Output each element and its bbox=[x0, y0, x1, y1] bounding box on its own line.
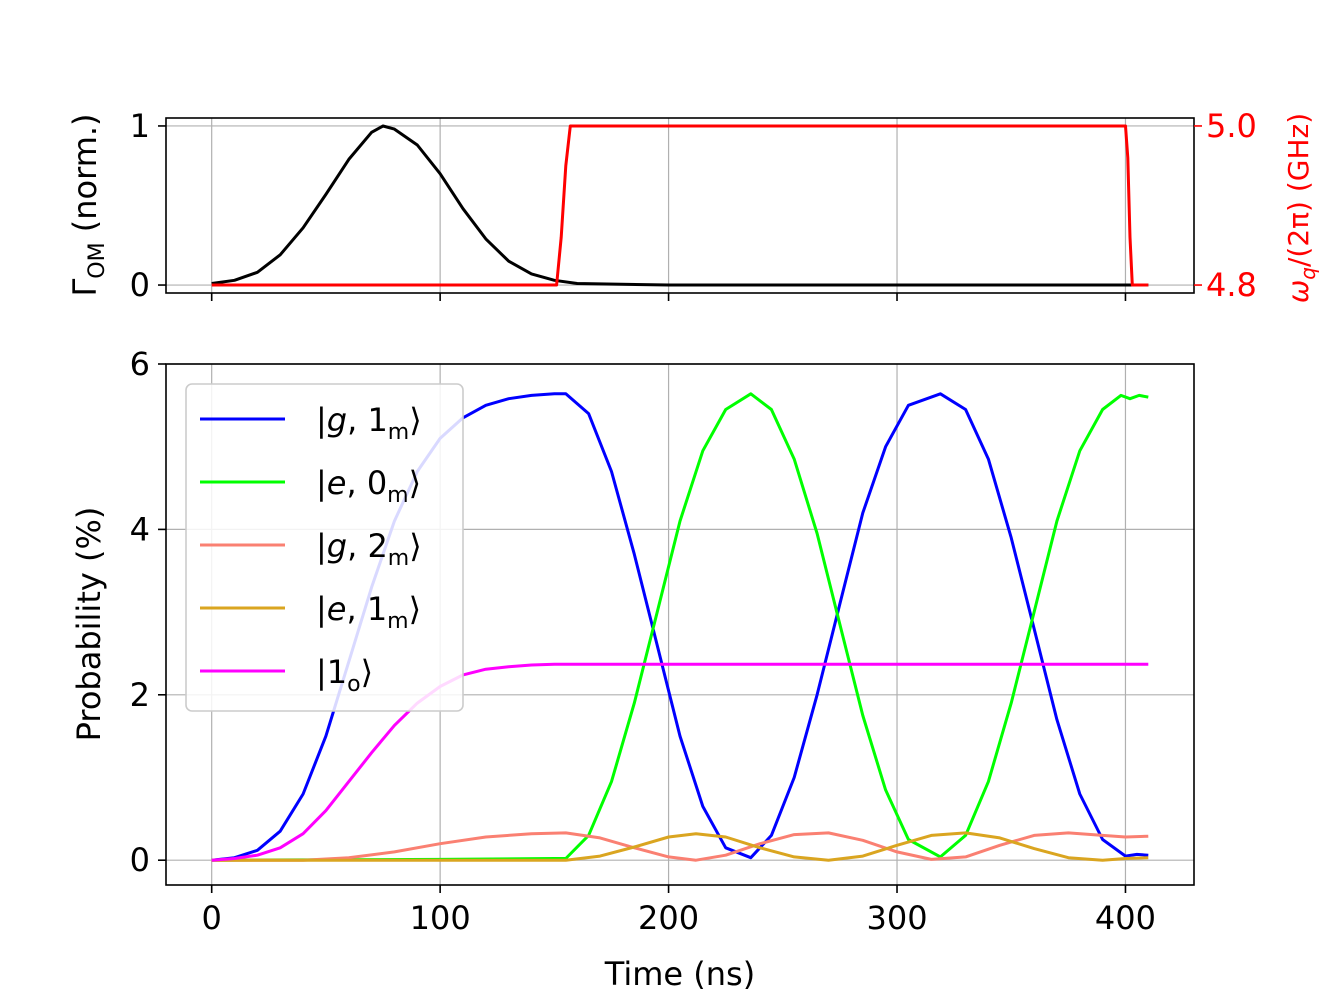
legend-label-1o: |1o⟩ bbox=[316, 653, 373, 697]
bottom-xtick-label-4: 400 bbox=[1095, 899, 1156, 937]
bottom-series-e0m-line bbox=[211, 392, 1149, 862]
bottom-ytick-label-1: 2 bbox=[130, 676, 150, 714]
bottom-series-g2m-line bbox=[211, 831, 1149, 862]
legend: |g, 1m⟩ |e, 0m⟩ |g, 2m⟩ |e, 1m⟩ |1o⟩ bbox=[185, 383, 464, 712]
bottom-xtick-label-2: 200 bbox=[638, 899, 699, 937]
top-series-gamma-om-line bbox=[211, 124, 1149, 287]
top-right-ytick-label-0: 4.8 bbox=[1206, 266, 1257, 304]
bottom-xtick-label-3: 300 bbox=[866, 899, 927, 937]
legend-label-e1m: |e, 1m⟩ bbox=[316, 590, 421, 634]
bottom-xtick-label-1: 100 bbox=[410, 899, 471, 937]
top-panel-right-ylabel: ωq/(2π) (GHz) bbox=[1282, 113, 1320, 303]
legend-box bbox=[185, 383, 464, 712]
top-panel-frame bbox=[165, 117, 1195, 294]
bottom-xtick-label-0: 0 bbox=[202, 899, 222, 937]
top-panel-ticks: 0 1 4.8 5.0 bbox=[130, 107, 1257, 304]
top-right-ytick-label-1: 5.0 bbox=[1206, 107, 1257, 145]
bottom-panel-xlabel: Time (ns) bbox=[604, 955, 755, 993]
bottom-ytick-label-0: 0 bbox=[130, 841, 150, 879]
bottom-series-e1m-line bbox=[211, 831, 1149, 862]
bottom-ytick-label-2: 4 bbox=[130, 510, 150, 548]
bottom-ytick-label-3: 6 bbox=[130, 345, 150, 383]
bottom-panel-frame bbox=[165, 363, 1195, 886]
top-series-qubit-frequency-line bbox=[211, 124, 1149, 287]
bottom-panel-ticks: 0 100 200 300 400 0 2 4 6 bbox=[130, 345, 1156, 937]
top-ytick-label-1: 1 bbox=[130, 107, 150, 145]
legend-label-g1m: |g, 1m⟩ bbox=[316, 401, 422, 445]
legend-label-g2m: |g, 2m⟩ bbox=[316, 527, 422, 571]
top-ytick-label-0: 0 bbox=[130, 266, 150, 304]
bottom-panel-ylabel: Probability (%) bbox=[70, 507, 108, 742]
top-panel-lines bbox=[211, 124, 1149, 287]
legend-label-e0m: |e, 0m⟩ bbox=[316, 464, 421, 508]
top-panel-ylabel: ΓOM (norm.) bbox=[66, 113, 110, 296]
